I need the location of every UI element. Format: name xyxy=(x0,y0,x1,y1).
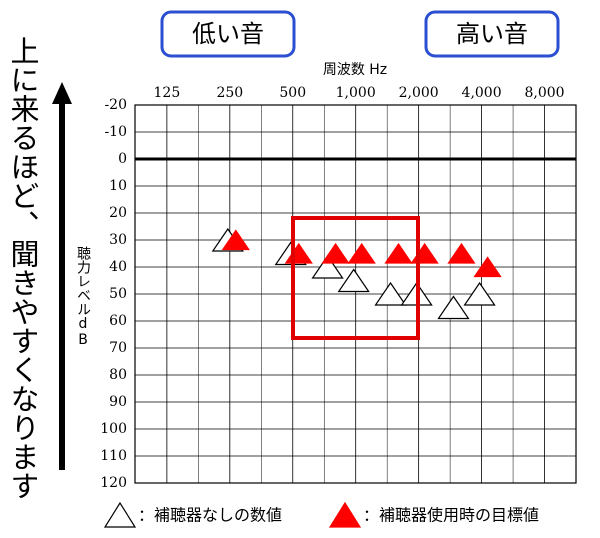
legend: ：補聴器なしの数値 ：補聴器使用時の目標値 xyxy=(103,501,539,528)
high-label: 高い音 xyxy=(456,20,528,48)
y-tick-label: 110 xyxy=(100,448,127,464)
data-point xyxy=(473,256,502,278)
data-point xyxy=(410,242,439,264)
y-tick-label: 20 xyxy=(109,205,127,221)
x-tick-label: 8,000 xyxy=(524,85,564,101)
data-point xyxy=(347,242,376,264)
x-tick-label: 4,000 xyxy=(462,85,502,101)
legend-label: ：補聴器使用時の目標値 xyxy=(363,506,539,525)
data-point xyxy=(437,295,470,320)
y-tick-label: 120 xyxy=(100,475,127,491)
high-box xyxy=(424,10,560,58)
plot: -20 -10 0 10 20 30 40 50 60 70 80 90 100 110 120 125 250… xyxy=(100,85,577,491)
data-point xyxy=(337,268,370,293)
legend-marker xyxy=(103,501,137,528)
x-tick-label: 500 xyxy=(279,85,306,101)
y-tick-label: 90 xyxy=(109,394,127,410)
data-point xyxy=(374,281,407,306)
data-point xyxy=(321,242,350,264)
data-point xyxy=(221,229,250,251)
data-point xyxy=(311,254,344,279)
x-tick-label: 1,000 xyxy=(336,85,376,101)
low-label: 低い音 xyxy=(192,20,264,48)
highlight-box xyxy=(291,216,420,340)
legend-label: ：補聴器なしの数値 xyxy=(138,506,282,525)
x-label: 周波数 Hz xyxy=(323,62,387,78)
y-tick-label: -10 xyxy=(104,124,127,140)
data-point xyxy=(463,281,496,306)
y-tick-label: -20 xyxy=(104,97,127,113)
x-tick-label: 2,000 xyxy=(399,85,439,101)
y-tick-label: 40 xyxy=(109,259,127,275)
side-note: 上に来るほど、聞きやすくなります xyxy=(6,36,40,500)
y-tick-label: 0 xyxy=(118,151,127,167)
y-tick-label: 70 xyxy=(109,340,127,356)
legend-marker xyxy=(328,501,362,528)
y-tick-label: 50 xyxy=(109,286,127,302)
data-point xyxy=(447,242,476,264)
y-tick-label: 100 xyxy=(100,421,127,437)
arrow-head xyxy=(52,82,72,104)
y-tick-label: 60 xyxy=(109,313,127,329)
low-box xyxy=(160,10,296,58)
x-tick-label: 250 xyxy=(216,85,243,101)
x-tick-label: 125 xyxy=(154,85,181,101)
y-tick-label: 80 xyxy=(109,367,127,383)
data-point xyxy=(384,242,413,264)
y-tick-label: 30 xyxy=(109,232,127,248)
y-label: 聴力レベルdB xyxy=(75,246,91,348)
y-tick-label: 10 xyxy=(109,178,127,194)
plot-frame xyxy=(134,104,577,484)
